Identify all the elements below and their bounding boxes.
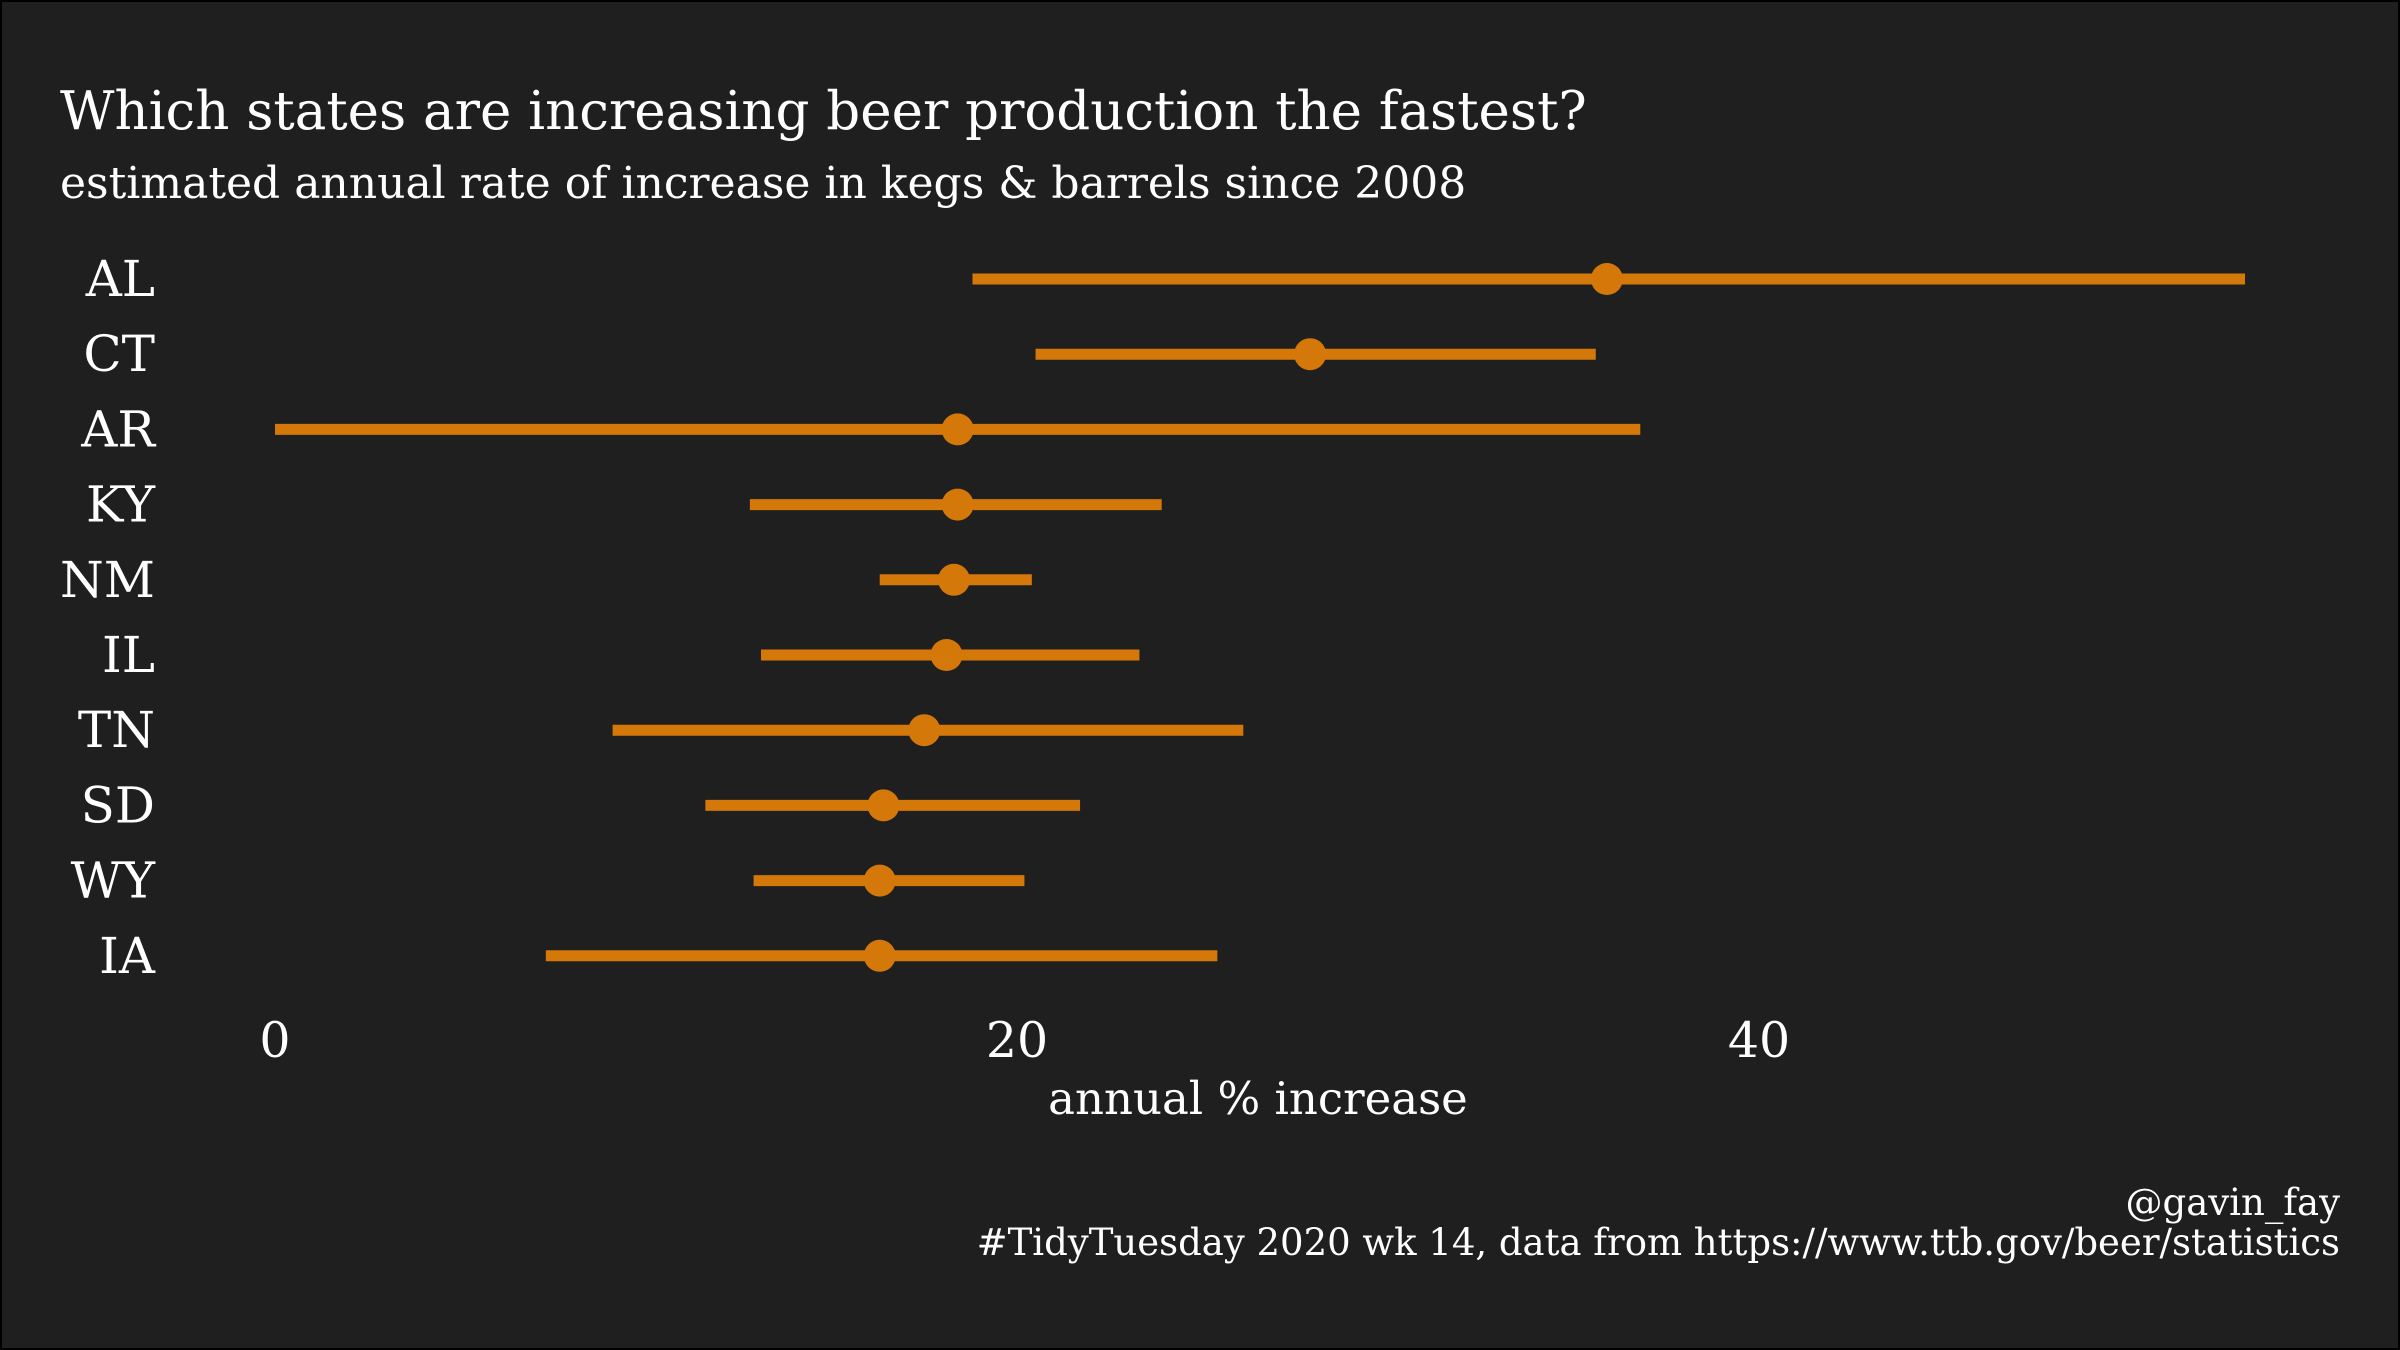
y-tick-label-il: IL — [102, 626, 155, 684]
y-tick-label-ar: AR — [80, 400, 156, 458]
point-sd — [867, 789, 900, 822]
x-axis-label: annual % increase — [1048, 1072, 1468, 1125]
point-ky — [941, 488, 974, 521]
chart-subtitle: estimated annual rate of increase in keg… — [60, 158, 1466, 209]
point-ia — [863, 939, 896, 972]
y-axis: AL CT AR KY NM IL TN SD WY IA — [60, 250, 156, 985]
caption-handle: @gavin_fay — [2126, 1181, 2341, 1225]
y-tick-label-ct: CT — [83, 325, 155, 383]
chart-title: Which states are increasing beer product… — [60, 81, 1587, 142]
point-wy — [863, 864, 896, 897]
y-tick-label-al: AL — [85, 250, 155, 308]
y-tick-label-nm: NM — [60, 551, 155, 609]
x-tick-label-0: 0 — [259, 1012, 290, 1069]
y-tick-label-ia: IA — [99, 927, 156, 985]
y-tick-label-tn: TN — [78, 701, 155, 759]
point-al — [1590, 263, 1623, 295]
plot-marks — [275, 263, 2246, 972]
point-il — [930, 639, 963, 671]
point-tn — [908, 714, 941, 747]
y-tick-label-sd: SD — [81, 776, 155, 834]
x-tick-label-40: 40 — [1728, 1012, 1790, 1069]
x-tick-label-20: 20 — [986, 1012, 1048, 1069]
y-tick-label-ky: KY — [86, 476, 156, 534]
caption-source: #TidyTuesday 2020 wk 14, data from https… — [977, 1221, 2340, 1264]
point-nm — [937, 563, 970, 596]
point-ar — [941, 413, 974, 446]
x-axis: 0 20 40 — [259, 1012, 1790, 1069]
y-tick-label-wy: WY — [71, 852, 156, 910]
point-ct — [1294, 338, 1327, 371]
